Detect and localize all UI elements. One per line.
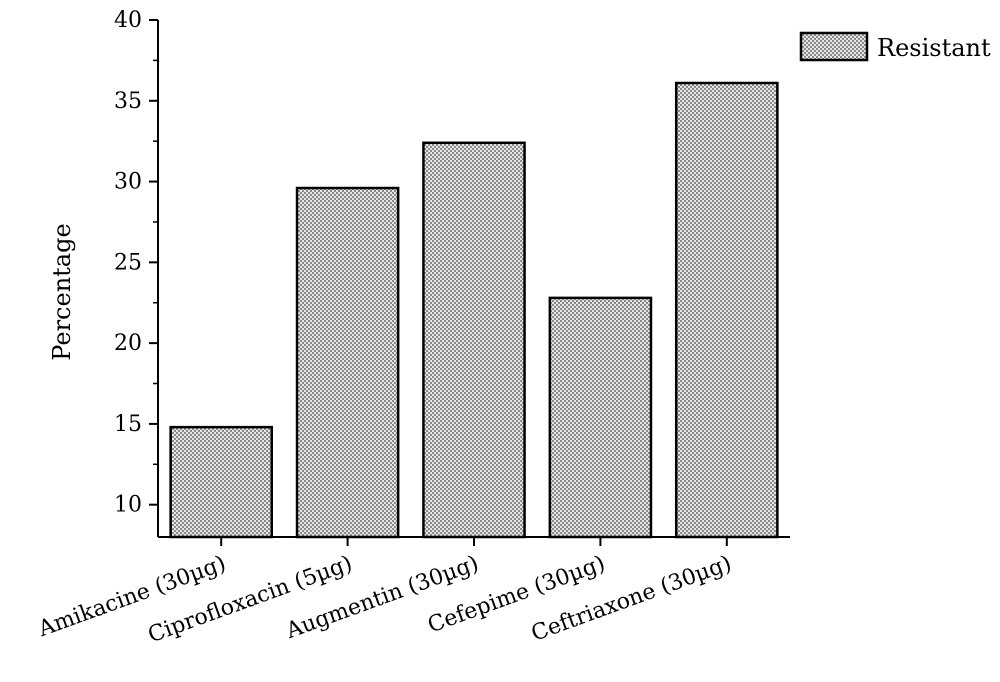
y-tick-label: 15	[114, 412, 142, 437]
bars	[169, 81, 779, 539]
y-axis-title: Percentage	[48, 223, 76, 360]
bar	[674, 81, 779, 539]
y-tick-label: 35	[114, 89, 142, 114]
x-axis: Amikacine (30µg)Ciprofloxacin (5µg)Augme…	[34, 536, 790, 648]
y-tick-label: 30	[114, 170, 142, 195]
bar	[295, 186, 400, 539]
y-axis: 10 15 20 25 30 35 40	[114, 8, 159, 537]
bar	[548, 296, 653, 539]
y-tick-label: 10	[114, 493, 142, 518]
legend: Resistant	[799, 31, 991, 62]
bar	[422, 141, 526, 539]
legend-swatch	[799, 31, 869, 62]
bar	[169, 425, 274, 539]
y-tick-label: 25	[114, 250, 142, 275]
legend-label: Resistant	[877, 34, 991, 62]
x-tick-label: Ciprofloxacin (5µg)	[145, 551, 356, 648]
y-tick-label: 20	[114, 331, 142, 356]
y-tick-label: 40	[114, 8, 142, 33]
